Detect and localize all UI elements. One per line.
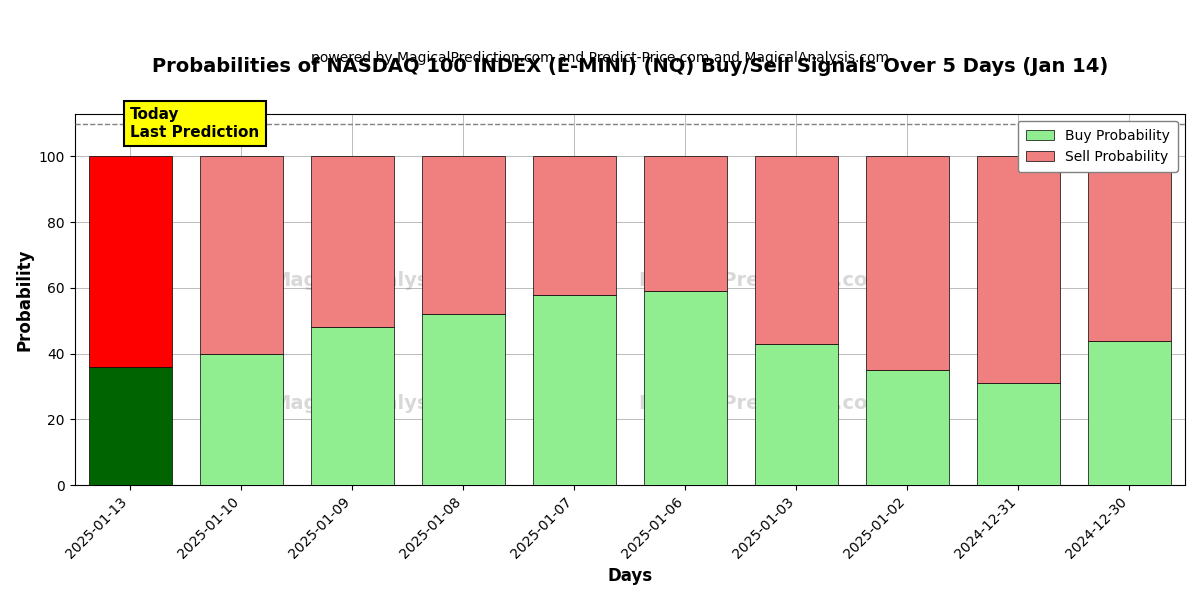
Bar (533, 295, 616, 485)
Bar (977, 157, 1060, 383)
Text: MagicalAnalysis.com: MagicalAnalysis.com (271, 271, 499, 290)
Legend: Buy Probability, Sell Probability: Buy Probability, Sell Probability (1018, 121, 1178, 172)
Bar (865, 157, 949, 370)
Bar (643, 291, 727, 485)
Bar (755, 157, 838, 344)
Text: MagicalAnalysis.com: MagicalAnalysis.com (271, 394, 499, 413)
Bar (977, 383, 1060, 485)
Bar (311, 328, 394, 485)
Text: MagicalPrediction.com: MagicalPrediction.com (638, 394, 888, 413)
Text: MagicalPrediction.com: MagicalPrediction.com (638, 271, 888, 290)
Bar (865, 370, 949, 485)
X-axis label: Days: Days (607, 567, 653, 585)
Y-axis label: Probability: Probability (16, 248, 34, 351)
Bar (755, 344, 838, 485)
Bar (421, 157, 505, 314)
Bar (421, 314, 505, 485)
Text: powered by MagicalPrediction.com and Predict-Price.com and MagicalAnalysis.com: powered by MagicalPrediction.com and Pre… (311, 51, 889, 65)
Title: Probabilities of NASDAQ 100 INDEX (E-MINI) (NQ) Buy/Sell Signals Over 5 Days (Ja: Probabilities of NASDAQ 100 INDEX (E-MIN… (151, 57, 1108, 76)
Bar (533, 157, 616, 295)
Bar (311, 157, 394, 328)
Bar (89, 367, 172, 485)
Bar (1088, 341, 1171, 485)
Text: Today
Last Prediction: Today Last Prediction (130, 107, 259, 140)
Bar (643, 157, 727, 291)
Bar (89, 157, 172, 367)
Bar (1088, 157, 1171, 341)
Bar (199, 157, 283, 354)
Bar (199, 354, 283, 485)
